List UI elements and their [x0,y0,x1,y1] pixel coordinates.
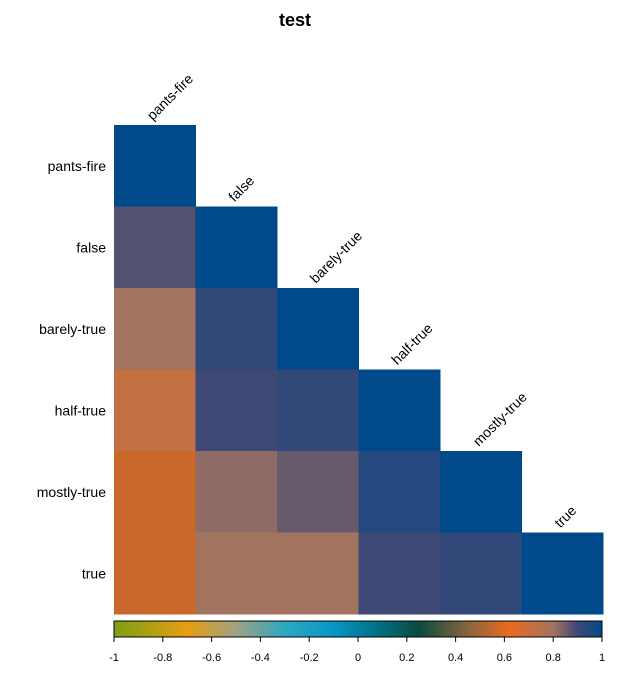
heatmap-cell-half-true-false [195,369,278,452]
row-label-mostly-true: mostly-true [37,484,106,500]
column-label-half-true: half-true [388,320,436,368]
heatmap-cells [114,125,604,615]
heatmap-cell-mostly-true-half-true [358,451,441,533]
chart-title: test [279,10,311,30]
colorbar-gradient [113,620,603,638]
heatmap-cell-half-true-pants-fire [114,369,196,452]
row-label-true: true [82,565,106,581]
column-label-true: true [551,502,580,531]
heatmap-cell-mostly-true-false [195,451,278,533]
heatmap-cell-mostly-true-mostly-true [440,451,522,533]
colorbar-tick-label: -0.8 [153,652,172,664]
heatmap-cell-mostly-true-barely-true [277,451,359,533]
heatmap-cell-barely-true-barely-true [277,288,359,370]
row-labels: pants-fire false barely-true half-true mostl… [37,158,106,582]
heatmap-cell-pants-fire-pants-fire [114,125,196,207]
colorbar: -1 -0.8 -0.6 -0.4 -0.2 0 0.2 0.4 0.6 0.8 1 [109,620,605,664]
heatmap-cell-true-barely-true [277,532,359,615]
column-label-barely-true: barely-true [307,227,366,286]
colorbar-tick-label: 0.8 [546,652,561,664]
row-label-half-true: half-true [55,402,107,418]
colorbar-tick-label: -0.6 [202,652,221,664]
column-label-pants-fire: pants-fire [144,70,197,123]
colorbar-tick-label: 0.6 [497,652,512,664]
heatmap-cell-half-true-barely-true [277,369,359,452]
row-label-false: false [76,239,106,255]
heatmap-cell-true-pants-fire [114,532,196,615]
heatmap-cell-true-mostly-true [440,532,522,615]
row-label-barely-true: barely-true [39,321,106,337]
heatmap-cell-barely-true-pants-fire [114,288,196,370]
column-label-false: false [225,172,257,204]
colorbar-tick-label: -0.2 [300,652,319,664]
colorbar-tick-label: 0.4 [448,652,463,664]
heatmap-cell-false-pants-fire [114,206,196,289]
heatmap-cell-true-false [195,532,278,615]
heatmap-cell-true-half-true [358,532,441,615]
column-label-mostly-true: mostly-true [470,389,530,449]
colorbar-tick-label: -1 [109,652,119,664]
heatmap-cell-mostly-true-pants-fire [114,451,196,533]
colorbar-tick-label: -0.4 [251,652,270,664]
colorbar-tick-label: 1 [599,652,605,664]
colorbar-tick-label: 0 [355,652,361,664]
heatmap-cell-half-true-half-true [358,369,441,452]
row-label-pants-fire: pants-fire [48,158,107,174]
heatmap-cell-false-false [195,206,278,289]
heatmap-cell-barely-true-false [195,288,278,370]
colorbar-tick-label: 0.2 [399,652,414,664]
heatmap-cell-true-true [521,532,604,615]
